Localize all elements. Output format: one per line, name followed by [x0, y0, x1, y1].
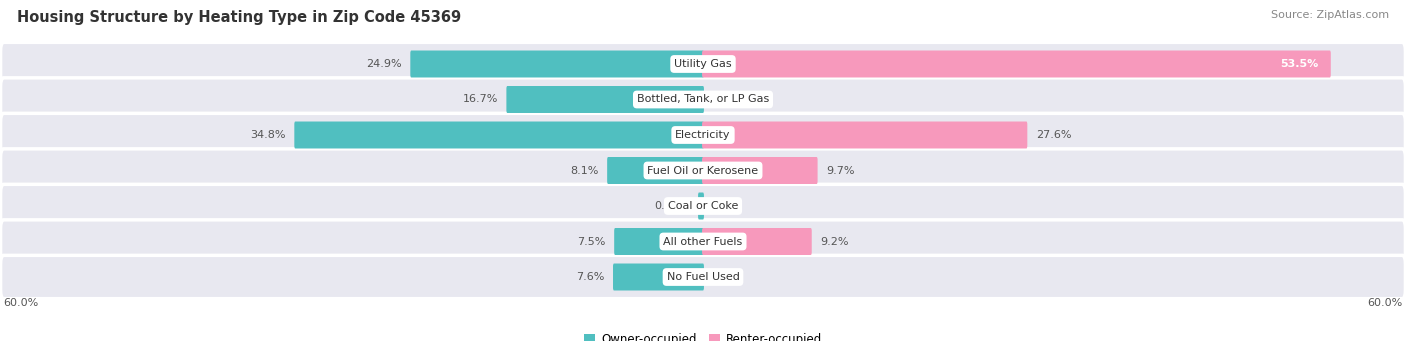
Text: Electricity: Electricity [675, 130, 731, 140]
FancyBboxPatch shape [702, 157, 818, 184]
Text: No Fuel Used: No Fuel Used [666, 272, 740, 282]
Text: 16.7%: 16.7% [463, 94, 498, 104]
Text: 7.5%: 7.5% [578, 237, 606, 247]
Text: 8.1%: 8.1% [571, 165, 599, 176]
FancyBboxPatch shape [0, 78, 1406, 121]
Text: 7.6%: 7.6% [576, 272, 605, 282]
Text: 53.5%: 53.5% [1279, 59, 1319, 69]
Text: 9.2%: 9.2% [820, 237, 849, 247]
Text: 24.9%: 24.9% [366, 59, 402, 69]
Text: 34.8%: 34.8% [250, 130, 285, 140]
FancyBboxPatch shape [614, 228, 704, 255]
Text: 0.34%: 0.34% [654, 201, 690, 211]
Text: Coal or Coke: Coal or Coke [668, 201, 738, 211]
Text: 9.7%: 9.7% [827, 165, 855, 176]
Text: 27.6%: 27.6% [1036, 130, 1071, 140]
FancyBboxPatch shape [0, 113, 1406, 157]
Text: 60.0%: 60.0% [3, 298, 39, 308]
Text: Bottled, Tank, or LP Gas: Bottled, Tank, or LP Gas [637, 94, 769, 104]
FancyBboxPatch shape [506, 86, 704, 113]
FancyBboxPatch shape [411, 50, 704, 77]
FancyBboxPatch shape [607, 157, 704, 184]
FancyBboxPatch shape [613, 264, 704, 291]
FancyBboxPatch shape [697, 193, 704, 220]
FancyBboxPatch shape [0, 255, 1406, 299]
FancyBboxPatch shape [702, 121, 1028, 148]
Text: Housing Structure by Heating Type in Zip Code 45369: Housing Structure by Heating Type in Zip… [17, 10, 461, 25]
FancyBboxPatch shape [0, 184, 1406, 228]
FancyBboxPatch shape [294, 121, 704, 148]
Text: Utility Gas: Utility Gas [675, 59, 731, 69]
FancyBboxPatch shape [702, 228, 811, 255]
Legend: Owner-occupied, Renter-occupied: Owner-occupied, Renter-occupied [579, 329, 827, 341]
Text: 60.0%: 60.0% [1367, 298, 1403, 308]
Text: 0.0%: 0.0% [713, 272, 741, 282]
FancyBboxPatch shape [0, 42, 1406, 86]
FancyBboxPatch shape [702, 50, 1330, 77]
Text: Source: ZipAtlas.com: Source: ZipAtlas.com [1271, 10, 1389, 20]
Text: All other Fuels: All other Fuels [664, 237, 742, 247]
Text: 0.0%: 0.0% [713, 94, 741, 104]
FancyBboxPatch shape [0, 220, 1406, 263]
Text: Fuel Oil or Kerosene: Fuel Oil or Kerosene [647, 165, 759, 176]
FancyBboxPatch shape [0, 149, 1406, 192]
Text: 0.0%: 0.0% [713, 201, 741, 211]
